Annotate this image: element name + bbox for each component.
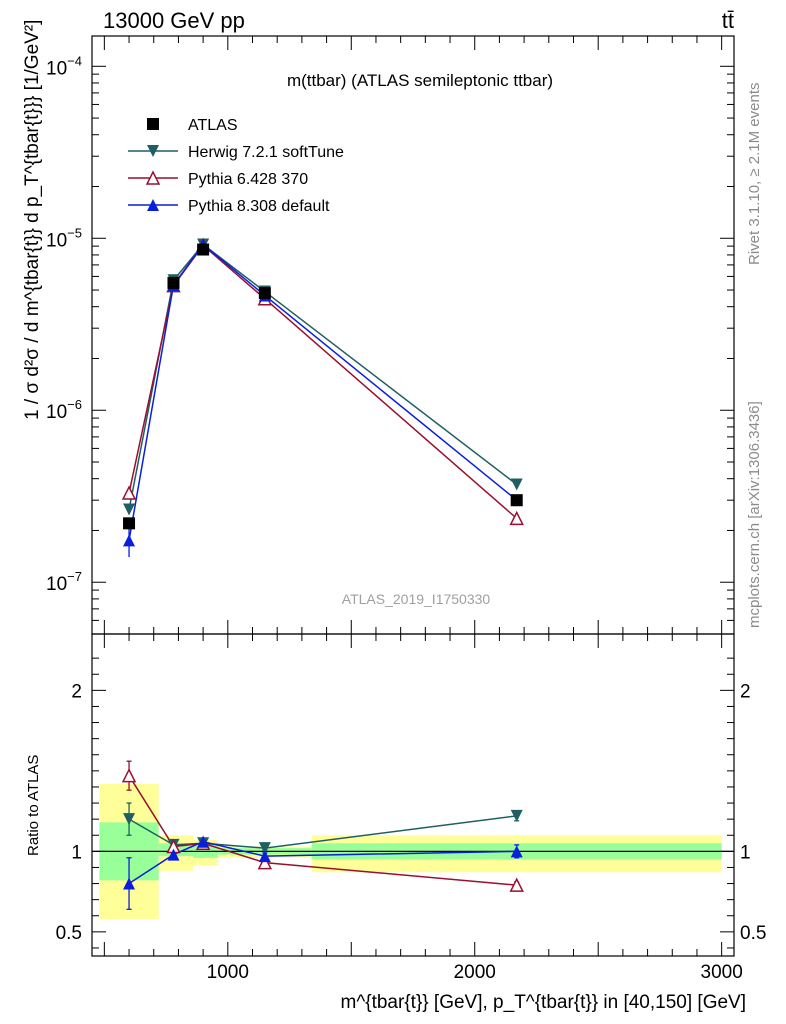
marker-triangle-up [123,877,136,890]
header-right: tt̄ [722,8,734,33]
marker-triangle-up [510,845,523,858]
marker-triangle-down [123,813,136,826]
main-series-markers [121,237,524,558]
marker-triangle-up-open [509,877,524,892]
x-tick-label: 2000 [454,962,496,983]
marker-triangle-up-open [257,854,273,870]
ratio-frame [91,633,735,957]
marker-triangle-up [147,199,159,211]
ratio-y-axis-label: Ratio to ATLAS [25,755,42,856]
main-y-tick-label: 10−6 [46,397,82,423]
ratio-y-tick-label-right: 1 [740,842,751,863]
marker-square [123,517,136,530]
main-y-axis-label: 1 / σ d²σ / d m^{tbar{t}} d p_T^{tbar{t}… [22,20,43,420]
marker-square [147,118,159,130]
rivet-label: Rivet 3.1.10, ≥ 2.1M events [746,82,763,266]
marker-triangle-up-open [121,485,137,500]
header-left: 13000 GeV pp [103,8,245,33]
main-y-tick-label: 10−5 [46,225,82,251]
main-ticks: 10−7 10−6 10−5 10−4 [46,36,734,635]
marker-triangle-down [510,478,523,491]
legend: ATLAS Herwig 7.2.1 softTune Pythia 6.428 3… [128,117,344,215]
watermark: ATLAS_2019_I1750330 [342,591,491,607]
marker-triangle-up [258,850,271,863]
marker-triangle-down [147,145,159,157]
ratio-y-tick-label-left: 0.5 [56,923,82,944]
main-line-2 [128,244,518,519]
marker-square [258,287,271,300]
legend-label: Herwig 7.2.1 softTune [188,144,344,161]
marker-triangle-down [123,503,136,516]
ratio-y-tick-label-right: 0.5 [740,923,766,944]
marker-square [197,243,210,256]
legend-label: ATLAS [188,117,238,134]
marker-triangle-up-open [145,170,161,185]
marker-square [167,276,180,289]
main-y-axis-label-text: 1 / σ d²σ / d m^{tbar{t}} d p_T^{tbar{t}… [22,20,43,420]
marker-triangle-up-open [121,768,137,783]
x-tick-label: 3000 [701,962,743,983]
main-y-tick-label: 10−7 [46,569,82,595]
ratio-y-axis-label-text: Ratio to ATLAS [25,755,42,856]
x-tick-label: 1000 [207,962,249,983]
ratio-y-tick-label-right: 2 [740,681,751,702]
ratio-series-markers [121,760,524,910]
main-line-3 [128,243,518,541]
marker-square [510,494,523,507]
marker-triangle-up [167,848,180,861]
main-line-1 [128,243,518,510]
marker-triangle-up-open [509,510,524,526]
main-panel: 10−7 10−6 10−5 10−4 m(ttbar) (ATLAS semilep… [22,20,735,635]
legend-label: Pythia 8.308 default [188,198,330,215]
ratio-ticks: 0.5 0.5 1 1 2 2 1000 2000 3000 [56,634,766,983]
ratio-y-tick-label-left: 1 [71,842,82,863]
ratio-y-tick-label-left: 2 [71,681,82,702]
marker-triangle-down [510,809,523,822]
mcplots-label: mcplots.cern.ch [arXiv:1306.3436] [746,401,763,628]
legend-label: Pythia 6.428 370 [188,171,308,188]
ratio-panel: 0.5 0.5 1 1 2 2 1000 2000 3000 Ratio to ATLAS m^… [25,633,766,1013]
main-series-lines [128,243,518,541]
x-axis-label: m^{tbar{t}} [GeV], p_T^{tbar{t}} in [40,… [341,992,747,1013]
marker-triangle-down [258,842,271,855]
ratio-bands [92,783,734,919]
main-title: m(ttbar) (ATLAS semileptonic ttbar) [287,71,553,90]
marker-triangle-up [197,835,210,848]
marker-triangle-up [123,534,136,547]
main-y-tick-label: 10−4 [46,53,82,79]
